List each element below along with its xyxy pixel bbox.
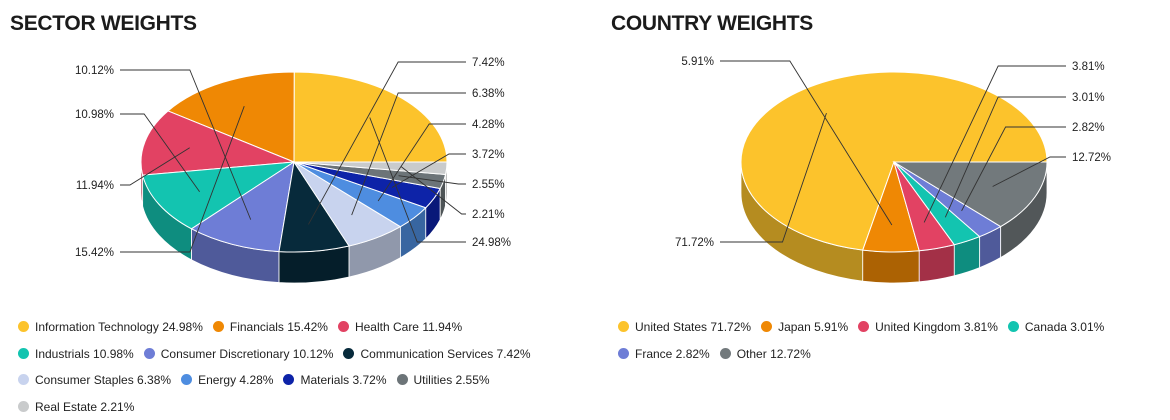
data-label-consumer-staples: 6.38% — [472, 88, 505, 100]
legend-item-materials[interactable]: Materials 3.72% — [283, 367, 386, 394]
slice-information-technology[interactable] — [294, 72, 447, 162]
legend-item-health-care[interactable]: Health Care 11.94% — [338, 314, 462, 341]
legend-label: Communication Services 7.42% — [360, 347, 530, 361]
legend-label: Energy 4.28% — [198, 373, 273, 387]
data-label-materials: 3.72% — [472, 149, 505, 161]
legend-item-canada[interactable]: Canada 3.01% — [1008, 314, 1104, 341]
data-label-united-states: 71.72% — [675, 237, 714, 249]
legend-label: United States 71.72% — [635, 320, 751, 334]
legend-item-united-states[interactable]: United States 71.72% — [618, 314, 751, 341]
sector-legend: Information Technology 24.98% Financials … — [18, 314, 588, 420]
legend-dot-icon — [213, 321, 224, 332]
legend-dot-icon — [618, 321, 629, 332]
data-label-consumer-discretionary: 10.12% — [75, 65, 114, 77]
legend-dot-icon — [761, 321, 772, 332]
data-label-other: 12.72% — [1072, 152, 1111, 164]
legend-label: Utilities 2.55% — [414, 373, 490, 387]
legend-label: Information Technology 24.98% — [35, 320, 203, 334]
legend-label: Canada 3.01% — [1025, 320, 1104, 334]
data-label-health-care: 11.94% — [76, 180, 114, 192]
country-legend: United States 71.72% Japan 5.91% United Ki… — [618, 314, 1168, 367]
slice-side-japan — [863, 250, 919, 283]
legend-label: Consumer Staples 6.38% — [35, 373, 171, 387]
legend-dot-icon — [338, 321, 349, 332]
data-label-information-technology: 24.98% — [472, 237, 511, 249]
legend-label: France 2.82% — [635, 347, 710, 361]
data-label-financials: 15.42% — [75, 247, 114, 259]
sector-weights-panel: SECTOR WEIGHTS 24.98%15.42%11.94%10.98%1… — [0, 0, 590, 416]
legend-dot-icon — [144, 348, 155, 359]
legend-row: Real Estate 2.21% — [18, 394, 588, 420]
legend-label: Materials 3.72% — [300, 373, 386, 387]
pie-top — [141, 72, 447, 252]
legend-label: United Kingdom 3.81% — [875, 320, 998, 334]
data-label-japan: 5.91% — [681, 56, 714, 68]
pie-top — [741, 72, 1047, 252]
data-label-communication-services: 7.42% — [472, 57, 505, 69]
legend-dot-icon — [618, 348, 629, 359]
legend-item-united-kingdom[interactable]: United Kingdom 3.81% — [858, 314, 998, 341]
legend-label: Financials 15.42% — [230, 320, 328, 334]
legend-row: Consumer Staples 6.38% Energy 4.28% Materi… — [18, 367, 588, 394]
data-label-industrials: 10.98% — [75, 109, 114, 121]
data-label-energy: 4.28% — [472, 119, 505, 131]
data-label-france: 2.82% — [1072, 122, 1105, 134]
legend-item-consumer-staples[interactable]: Consumer Staples 6.38% — [18, 367, 171, 394]
legend-item-consumer-discretionary[interactable]: Consumer Discretionary 10.12% — [144, 341, 334, 368]
legend-dot-icon — [181, 374, 192, 385]
legend-label: Japan 5.91% — [778, 320, 848, 334]
legend-dot-icon — [18, 321, 29, 332]
legend-item-energy[interactable]: Energy 4.28% — [181, 367, 273, 394]
legend-item-communication-services[interactable]: Communication Services 7.42% — [343, 341, 530, 368]
data-label-utilities: 2.55% — [472, 179, 505, 191]
legend-dot-icon — [397, 374, 408, 385]
country-pie-chart: 71.72% 5.91% 3.81% 3.01% 2.82% 12.72% — [600, 0, 1170, 300]
legend-dot-icon — [283, 374, 294, 385]
legend-item-financials[interactable]: Financials 15.42% — [213, 314, 328, 341]
legend-item-france[interactable]: France 2.82% — [618, 341, 710, 368]
data-label-united-kingdom: 3.81% — [1072, 61, 1105, 73]
legend-item-utilities[interactable]: Utilities 2.55% — [397, 367, 490, 394]
legend-dot-icon — [18, 374, 29, 385]
sector-pie-chart: 24.98% 15.42% 11.94% 10.98% 10.12% 7.42% 6.38%… — [0, 0, 590, 300]
legend-row: Information Technology 24.98% Financials … — [18, 314, 588, 341]
legend-dot-icon — [343, 348, 354, 359]
legend-dot-icon — [720, 348, 731, 359]
legend-item-other[interactable]: Other 12.72% — [720, 341, 811, 368]
legend-row: Industrials 10.98% Consumer Discretionary… — [18, 341, 588, 368]
data-label-real-estate: 2.21% — [472, 209, 505, 221]
legend-label: Real Estate 2.21% — [35, 400, 134, 414]
legend-label: Health Care 11.94% — [355, 320, 462, 334]
legend-dot-icon — [1008, 321, 1019, 332]
legend-label: Industrials 10.98% — [35, 347, 134, 361]
legend-dot-icon — [18, 348, 29, 359]
legend-dot-icon — [858, 321, 869, 332]
legend-label: Consumer Discretionary 10.12% — [161, 347, 334, 361]
country-weights-panel: COUNTRY WEIGHTS 71.72%5.91%3.81%3.01%2.8… — [600, 0, 1170, 416]
legend-item-real-estate[interactable]: Real Estate 2.21% — [18, 394, 134, 420]
legend-label: Other 12.72% — [737, 347, 811, 361]
legend-item-information-technology[interactable]: Information Technology 24.98% — [18, 314, 203, 341]
legend-row: United States 71.72% Japan 5.91% United Ki… — [618, 314, 1168, 341]
legend-dot-icon — [18, 401, 29, 412]
legend-row: France 2.82% Other 12.72% — [618, 341, 1168, 368]
legend-item-japan[interactable]: Japan 5.91% — [761, 314, 848, 341]
data-label-canada: 3.01% — [1072, 92, 1105, 104]
legend-item-industrials[interactable]: Industrials 10.98% — [18, 341, 134, 368]
